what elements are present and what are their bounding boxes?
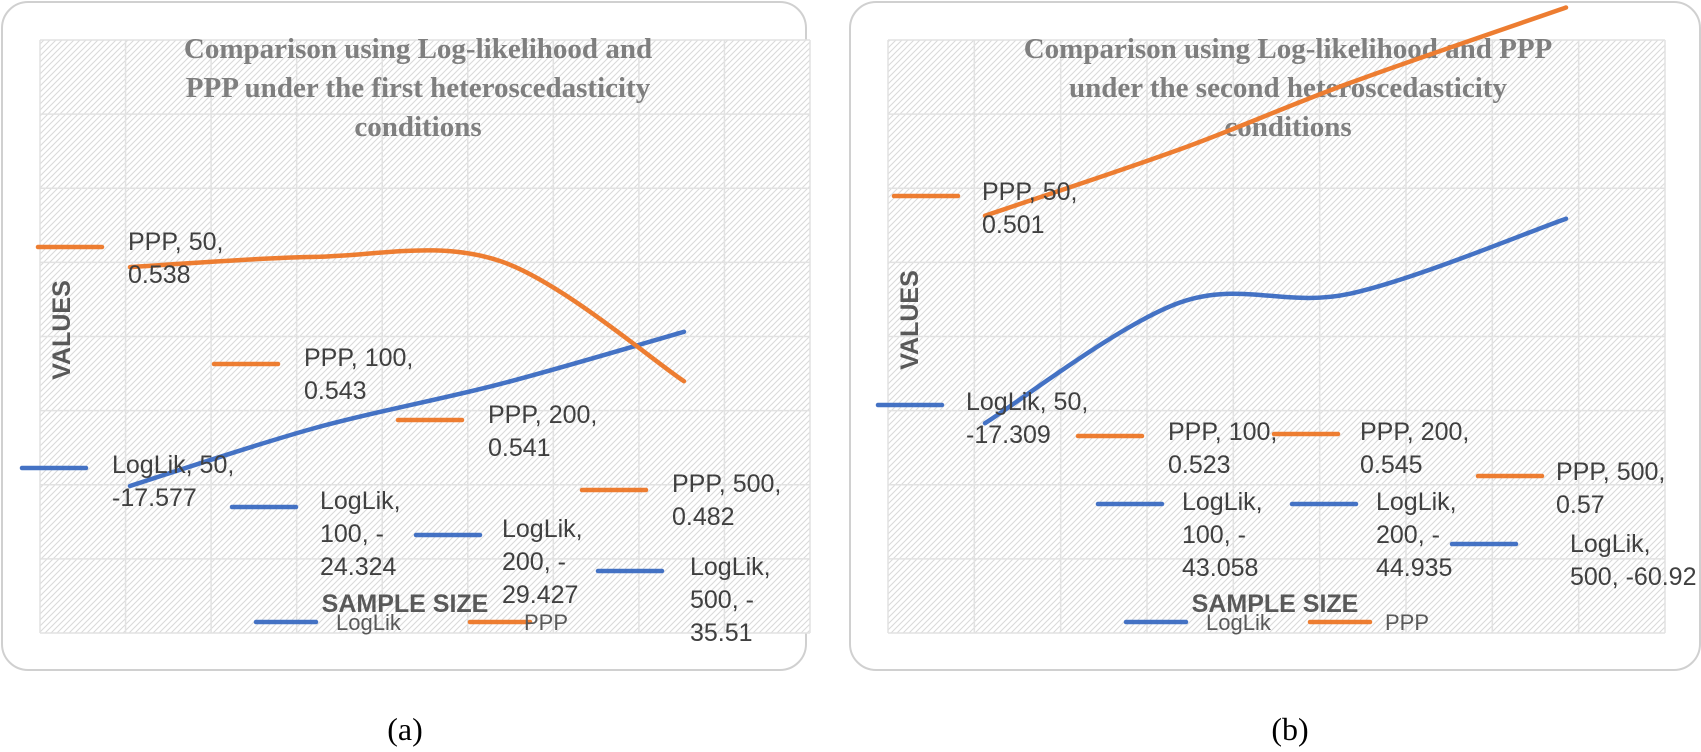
- data-label-ppp: PPP, 50, 0.501: [982, 178, 1077, 239]
- chart-panel-2: Comparison using Log-likelihood and PPP u…: [849, 1, 1701, 747]
- chart-title-line: conditions: [1224, 111, 1351, 143]
- legend-label-loglik: LogLik: [1206, 610, 1272, 635]
- chart-panel-1: Comparison using Log-likelihood and PPP u…: [1, 1, 811, 747]
- legend: LogLik PPP: [1123, 610, 1429, 635]
- chart-title-line: conditions: [354, 111, 481, 143]
- series-line-loglik: [982, 216, 1569, 426]
- data-label-loglik: LogLik, 200, -29.427: [502, 515, 583, 609]
- y-axis-label: VALUES: [896, 270, 924, 370]
- data-label-loglik: LogLik, 100, -24.324: [320, 487, 401, 581]
- x-axis-label: SAMPLE SIZE: [322, 590, 489, 618]
- data-label-loglik: LogLik, 50, -17.309: [966, 388, 1088, 449]
- series-line-ppp: [127, 248, 687, 384]
- data-label-ppp: PPP, 50, 0.538: [128, 228, 223, 289]
- legend-label-ppp: PPP: [524, 610, 568, 635]
- legend-label-loglik: LogLik: [336, 610, 402, 635]
- series-line-ppp: [982, 5, 1569, 218]
- data-label-ppp: PPP, 100, 0.543: [304, 344, 413, 405]
- x-axis-label: SAMPLE SIZE: [1192, 590, 1359, 618]
- y-axis-label: VALUES: [48, 280, 76, 380]
- legend-label-ppp: PPP: [1385, 610, 1429, 635]
- data-label-ppp: PPP, 200, 0.545: [1360, 418, 1469, 479]
- chart-title-line: PPP under the first heteroscedasticity: [186, 72, 651, 104]
- gridlines: [39, 39, 811, 634]
- chart-title-line: Comparison using Log-likelihood and PPP: [1024, 33, 1553, 65]
- data-label-ppp: PPP, 500, 0.482: [672, 470, 781, 531]
- chart-title-line: under the second heteroscedasticity: [1069, 72, 1507, 104]
- data-label-loglik: LogLik, 500, -35.51: [690, 553, 771, 647]
- series-line-loglik: [127, 329, 687, 489]
- panel-caption: (a): [387, 711, 423, 747]
- legend: LogLik PPP: [253, 610, 568, 635]
- data-label-loglik: LogLik, 50, -17.577: [112, 451, 234, 512]
- data-label-ppp: PPP, 500, 0.57: [1556, 458, 1665, 519]
- data-label-ppp: PPP, 200, 0.541: [488, 401, 597, 462]
- data-label-loglik: LogLik, 200, -44.935: [1376, 488, 1457, 582]
- data-label-ppp: PPP, 100, 0.523: [1168, 418, 1277, 479]
- data-label-loglik: LogLik, 100, -43.058: [1182, 488, 1263, 582]
- chart-title-line: Comparison using Log-likelihood and: [184, 33, 652, 65]
- panel-caption: (b): [1271, 711, 1308, 747]
- data-label-loglik: LogLik, 500, -60.92: [1570, 530, 1697, 591]
- gridlines: [887, 39, 1666, 634]
